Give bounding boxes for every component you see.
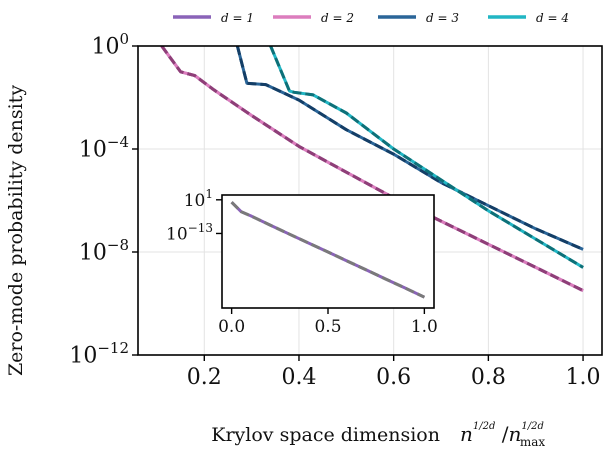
legend-label: d = 1 (221, 11, 254, 25)
y-tick-label: 10−4 (79, 133, 129, 163)
legend-label: d = 2 (321, 11, 354, 25)
inset-x-tick-label: 1.0 (411, 317, 438, 337)
series-overlay-2 (160, 46, 584, 292)
x-axis-label-formula: n1/2d /n1/2d max (460, 421, 545, 449)
inset-y-tick-label: 10−13 (166, 221, 213, 245)
chart-legend: d = 1 d = 2 d = 3 d = 4 (173, 11, 569, 25)
x-tick-label: 0.2 (187, 365, 222, 390)
main-y-ticks: 100 10−4 10−8 10−12 (69, 30, 138, 369)
x-tick-label: 1.0 (566, 365, 601, 390)
x-axis-label: Krylov space dimension n1/2d /n1/2d max (211, 421, 545, 449)
inset-x-tick-label: 0.5 (314, 317, 341, 337)
inset-y-tick-label: 101 (184, 187, 213, 211)
inset-x-tick-label: 0.0 (218, 317, 245, 337)
y-tick-label: 10−12 (69, 339, 129, 369)
series-overlay-3 (235, 46, 584, 251)
main-x-ticks: 0.2 0.4 0.6 0.8 1.0 (187, 355, 601, 390)
x-axis-label-math: n1/2d /n1/2d max (460, 421, 545, 449)
legend-label: d = 3 (426, 11, 459, 25)
main-plot-series (160, 46, 584, 292)
y-tick-label: 100 (91, 30, 129, 60)
inset-plot-series (230, 201, 426, 299)
series-line-4 (269, 46, 584, 269)
legend-label: d = 4 (536, 11, 569, 25)
x-tick-label: 0.6 (376, 365, 411, 390)
inset-y-ticks: 101 10−13 (166, 187, 222, 244)
main-axes-frame (137, 45, 603, 356)
y-tick-label: 10−8 (79, 236, 129, 266)
x-axis-label-text: Krylov space dimension (211, 424, 440, 446)
inset-x-ticks: 0.0 0.5 1.0 (218, 308, 438, 337)
y-axis-label: Zero-mode probability density (5, 85, 27, 376)
x-tick-label: 0.8 (471, 365, 506, 390)
x-tick-label: 0.4 (281, 365, 316, 390)
series-overlay-inset-1 (230, 201, 426, 299)
